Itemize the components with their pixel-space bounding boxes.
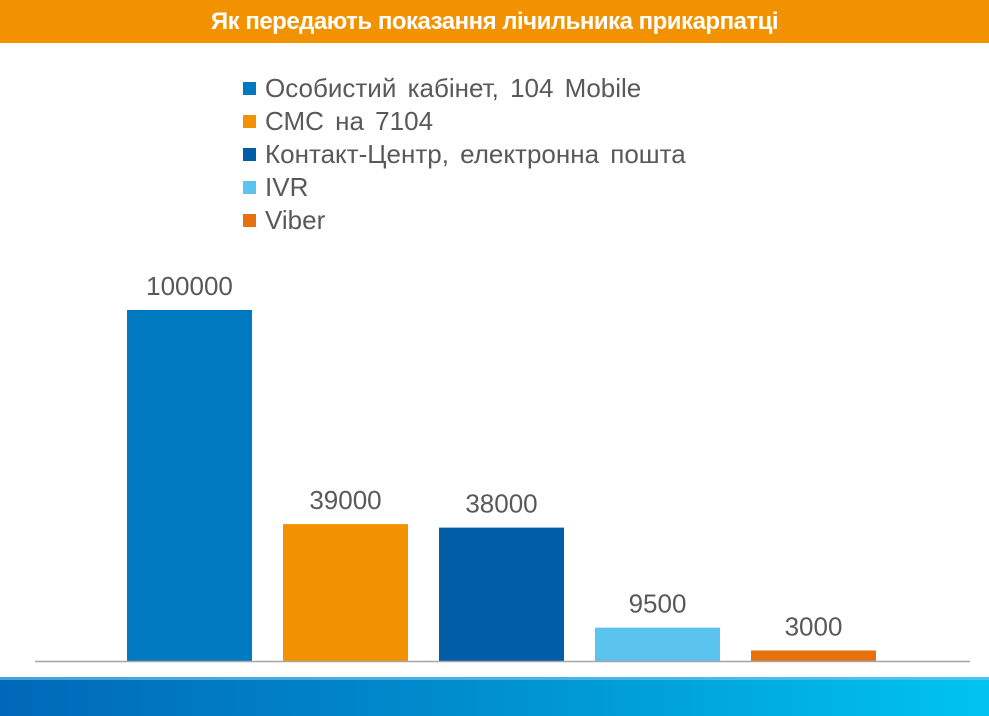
bar	[439, 527, 564, 661]
bar	[127, 310, 252, 661]
legend-item: СМС на 7104	[243, 105, 686, 138]
bar	[283, 524, 408, 661]
data-label: 39000	[309, 485, 381, 515]
data-label: 3000	[785, 611, 843, 641]
legend-label: Особистий кабінет, 104 Mobile	[265, 73, 642, 103]
data-label: 100000	[146, 271, 233, 301]
legend-swatch	[243, 214, 256, 227]
legend-swatch	[243, 181, 256, 194]
legend: Особистий кабінет, 104 Mobile СМС на 7104…	[243, 72, 686, 237]
legend-swatch	[243, 148, 256, 161]
legend-item: IVR	[243, 171, 686, 204]
footer-band	[0, 677, 989, 716]
legend-swatch	[243, 115, 256, 128]
bar	[595, 627, 720, 661]
data-label: 9500	[629, 589, 687, 619]
data-label: 38000	[465, 489, 537, 519]
legend-label: СМС на 7104	[265, 106, 434, 136]
chart-title: Як передають показання лічильника прикар…	[210, 7, 779, 35]
legend-label: Viber	[265, 205, 326, 235]
legend-item: Контакт-Центр, електронна пошта	[243, 138, 686, 171]
legend-label: IVR	[265, 172, 309, 202]
legend-item: Особистий кабінет, 104 Mobile	[243, 72, 686, 105]
legend-label: Контакт-Центр, електронна пошта	[265, 139, 686, 169]
title-bar: Як передають показання лічильника прикар…	[0, 0, 989, 43]
legend-item: Viber	[243, 204, 686, 237]
legend-swatch	[243, 82, 256, 95]
bar	[751, 650, 876, 661]
